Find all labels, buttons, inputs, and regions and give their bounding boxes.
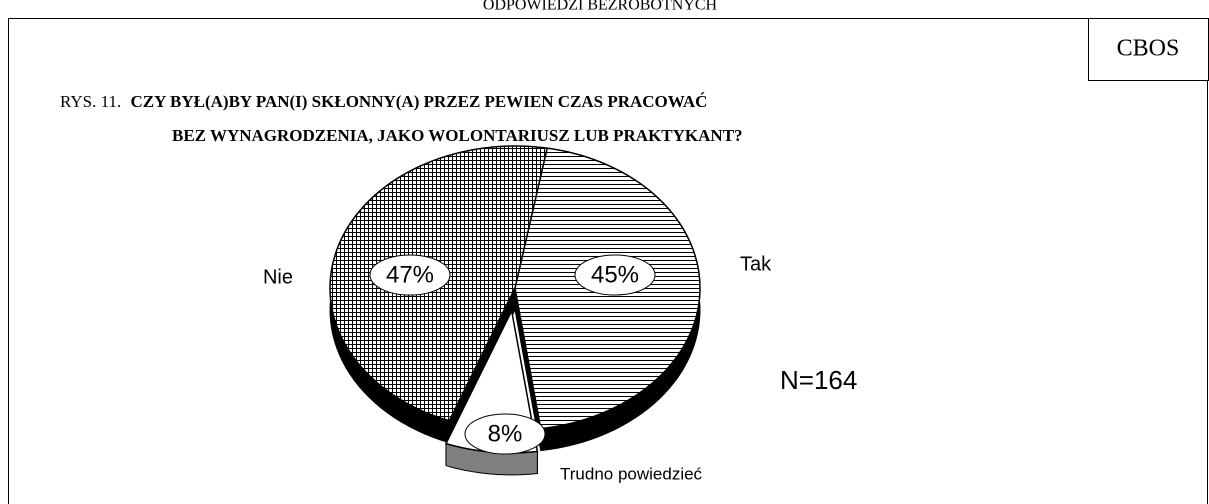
title-line: CZY BYŁ(A)BY PAN(I) SKŁONNY(A) PRZEZ PEW…	[131, 92, 708, 111]
page-header: ODPOWIEDZI BEZROBOTNYCH	[483, 0, 718, 14]
value-label: 47%	[386, 261, 434, 288]
source-box	[1088, 18, 1209, 81]
value-label-bubble	[574, 254, 656, 296]
title-line: BEZ WYNAGRODZENIA, JAKO WOLONTARIUSZ LUB…	[172, 126, 743, 145]
category-label: Tak	[740, 253, 772, 275]
note: N=164	[780, 365, 857, 395]
chart-title: RYS. 11. CZY BYŁ(A)BY PAN(I) SKŁONNY(A) …	[60, 92, 707, 111]
value-label: 8%	[488, 420, 523, 447]
source-label: CBOS	[1117, 36, 1180, 62]
category-label: Nie	[263, 266, 293, 288]
category-label: Trudno powiedzieć	[560, 464, 703, 483]
value-label-bubble	[369, 254, 451, 296]
value-label-bubble	[464, 413, 546, 455]
frame	[8, 18, 1208, 504]
value-label: 45%	[591, 261, 639, 288]
figure-label: RYS. 11.	[60, 92, 121, 111]
